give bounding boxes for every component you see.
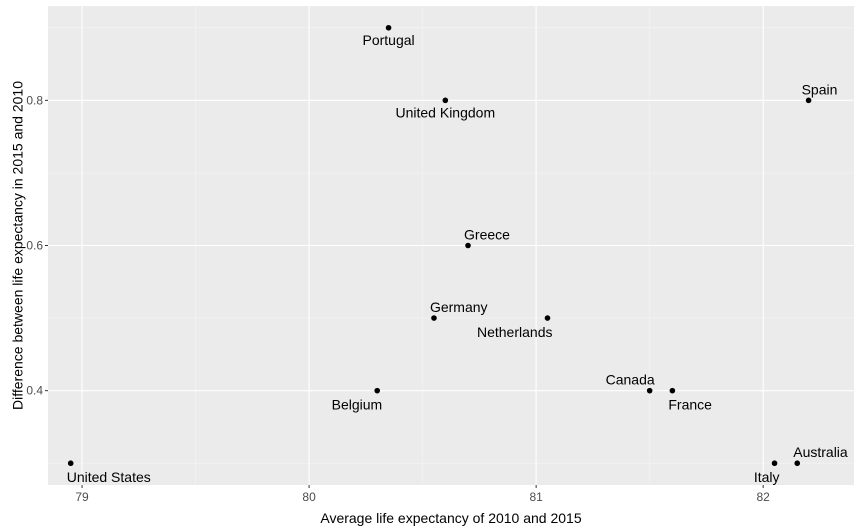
point-italy bbox=[771, 460, 778, 467]
major-gridlines bbox=[48, 6, 854, 485]
label-germany: Germany bbox=[430, 299, 488, 315]
point-netherlands bbox=[544, 315, 551, 321]
label-france: France bbox=[668, 397, 712, 413]
y-tick-label: 0.6 bbox=[26, 239, 43, 253]
point-united-kingdom bbox=[442, 97, 449, 104]
y-tick-label: 0.8 bbox=[26, 93, 43, 107]
x-axis-ticks: 79 80 81 82 bbox=[75, 485, 770, 504]
point-united-states bbox=[67, 460, 74, 467]
label-italy: Italy bbox=[754, 469, 780, 485]
y-axis-title: Difference between life expectancy in 20… bbox=[10, 81, 26, 410]
point-portugal bbox=[385, 24, 392, 31]
point-greece bbox=[465, 242, 471, 249]
label-united-kingdom: United Kingdom bbox=[396, 104, 496, 120]
point-france bbox=[669, 387, 676, 394]
label-belgium: Belgium bbox=[332, 397, 383, 413]
x-tick-label: 79 bbox=[75, 490, 89, 504]
label-spain: Spain bbox=[802, 81, 838, 97]
point-germany bbox=[431, 315, 437, 321]
y-tick-label: 0.4 bbox=[26, 384, 43, 398]
point-belgium bbox=[374, 387, 381, 394]
point-canada bbox=[646, 387, 653, 394]
data-points bbox=[67, 24, 812, 467]
x-axis-title: Average life expectancy of 2010 and 2015 bbox=[320, 510, 581, 526]
x-tick-label: 80 bbox=[302, 490, 316, 504]
label-australia: Australia bbox=[793, 444, 848, 460]
label-portugal: Portugal bbox=[362, 32, 414, 48]
x-tick-label: 81 bbox=[529, 490, 543, 504]
label-canada: Canada bbox=[606, 372, 655, 388]
point-labels: Portugal United Kingdom Spain Greece Germany… bbox=[67, 32, 848, 485]
x-tick-label: 82 bbox=[757, 490, 771, 504]
point-australia bbox=[794, 460, 801, 467]
label-united-states: United States bbox=[67, 469, 151, 485]
y-axis-ticks: 0.4 0.6 0.8 bbox=[26, 93, 48, 398]
label-greece: Greece bbox=[464, 227, 510, 243]
point-spain bbox=[805, 97, 812, 104]
label-netherlands: Netherlands bbox=[477, 324, 553, 340]
